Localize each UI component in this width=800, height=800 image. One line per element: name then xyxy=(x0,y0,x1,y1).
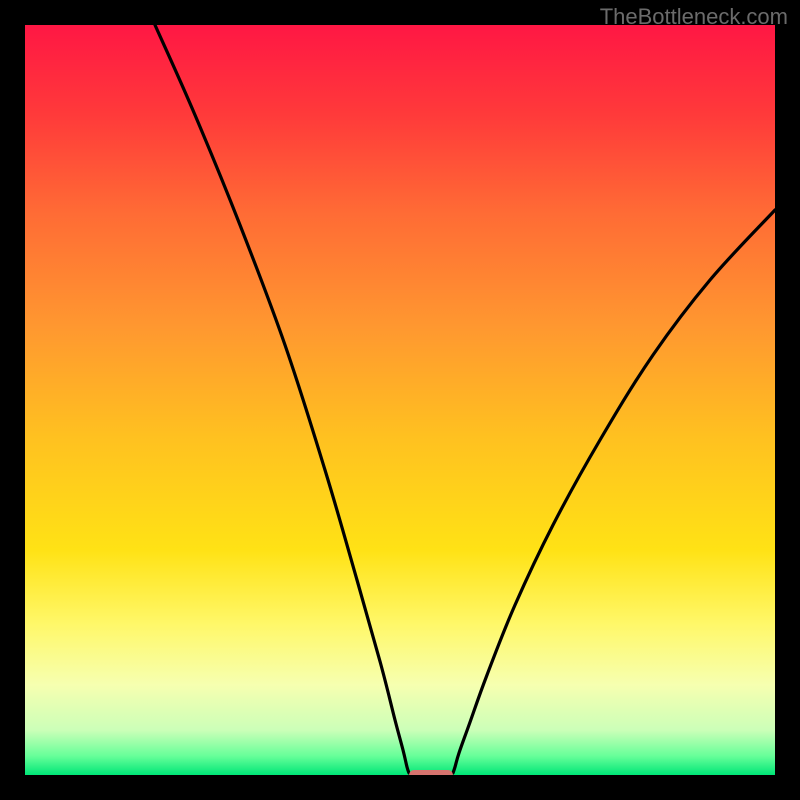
bottleneck-chart-svg xyxy=(25,25,775,775)
watermark-text: TheBottleneck.com xyxy=(600,4,788,30)
ideal-zone-marker xyxy=(409,770,453,775)
gradient-background xyxy=(25,25,775,775)
chart-frame xyxy=(25,25,775,775)
